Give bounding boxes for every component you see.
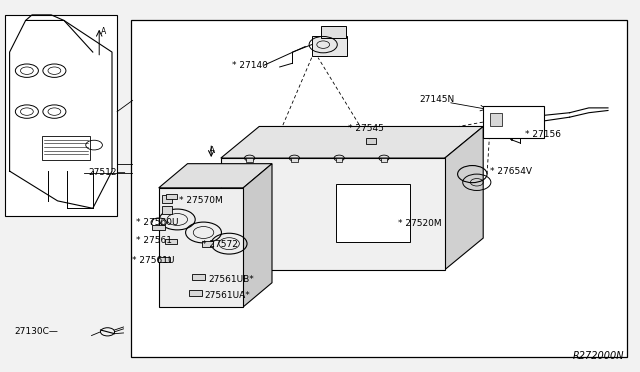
Bar: [202, 241, 213, 247]
Bar: [166, 194, 177, 199]
Text: * 27520M: * 27520M: [398, 219, 442, 228]
Text: * 27545: * 27545: [348, 124, 383, 133]
Bar: [158, 257, 170, 262]
Polygon shape: [243, 164, 272, 307]
Text: 27561UB*: 27561UB*: [209, 275, 254, 283]
Polygon shape: [159, 164, 272, 188]
Bar: [42, 136, 90, 160]
Bar: [5, 15, 117, 216]
Bar: [246, 158, 253, 162]
Bar: [490, 113, 502, 126]
Text: * 27654V: * 27654V: [490, 167, 532, 176]
Text: 27130C—: 27130C—: [15, 327, 59, 336]
Bar: [312, 36, 347, 56]
Bar: [221, 158, 445, 270]
Bar: [162, 206, 172, 214]
Text: 27561UA*: 27561UA*: [205, 291, 250, 300]
Text: R272000N: R272000N: [573, 351, 624, 361]
Text: * 27560U: * 27560U: [136, 218, 178, 227]
Bar: [321, 26, 346, 38]
Bar: [366, 138, 376, 144]
Bar: [291, 158, 298, 162]
Bar: [152, 225, 165, 230]
Bar: [159, 188, 243, 307]
Polygon shape: [221, 126, 483, 158]
Bar: [336, 158, 342, 162]
Bar: [192, 274, 205, 280]
Bar: [162, 195, 172, 203]
Text: * 27156: * 27156: [525, 130, 561, 139]
Text: * 27572: * 27572: [202, 240, 237, 249]
Text: * 27561: * 27561: [136, 236, 172, 245]
Text: 27512—: 27512—: [88, 169, 126, 177]
Bar: [336, 184, 410, 242]
Text: * 27570M: * 27570M: [179, 196, 223, 205]
Text: A: A: [209, 147, 215, 155]
Text: 27145N: 27145N: [419, 95, 454, 104]
Bar: [381, 158, 387, 162]
Text: A: A: [101, 27, 106, 36]
Bar: [483, 106, 544, 138]
Polygon shape: [445, 126, 483, 270]
Text: * 27140: * 27140: [232, 61, 268, 70]
Bar: [131, 20, 627, 357]
Bar: [165, 239, 177, 244]
Bar: [189, 290, 202, 296]
Text: * 27561U: * 27561U: [132, 256, 175, 265]
